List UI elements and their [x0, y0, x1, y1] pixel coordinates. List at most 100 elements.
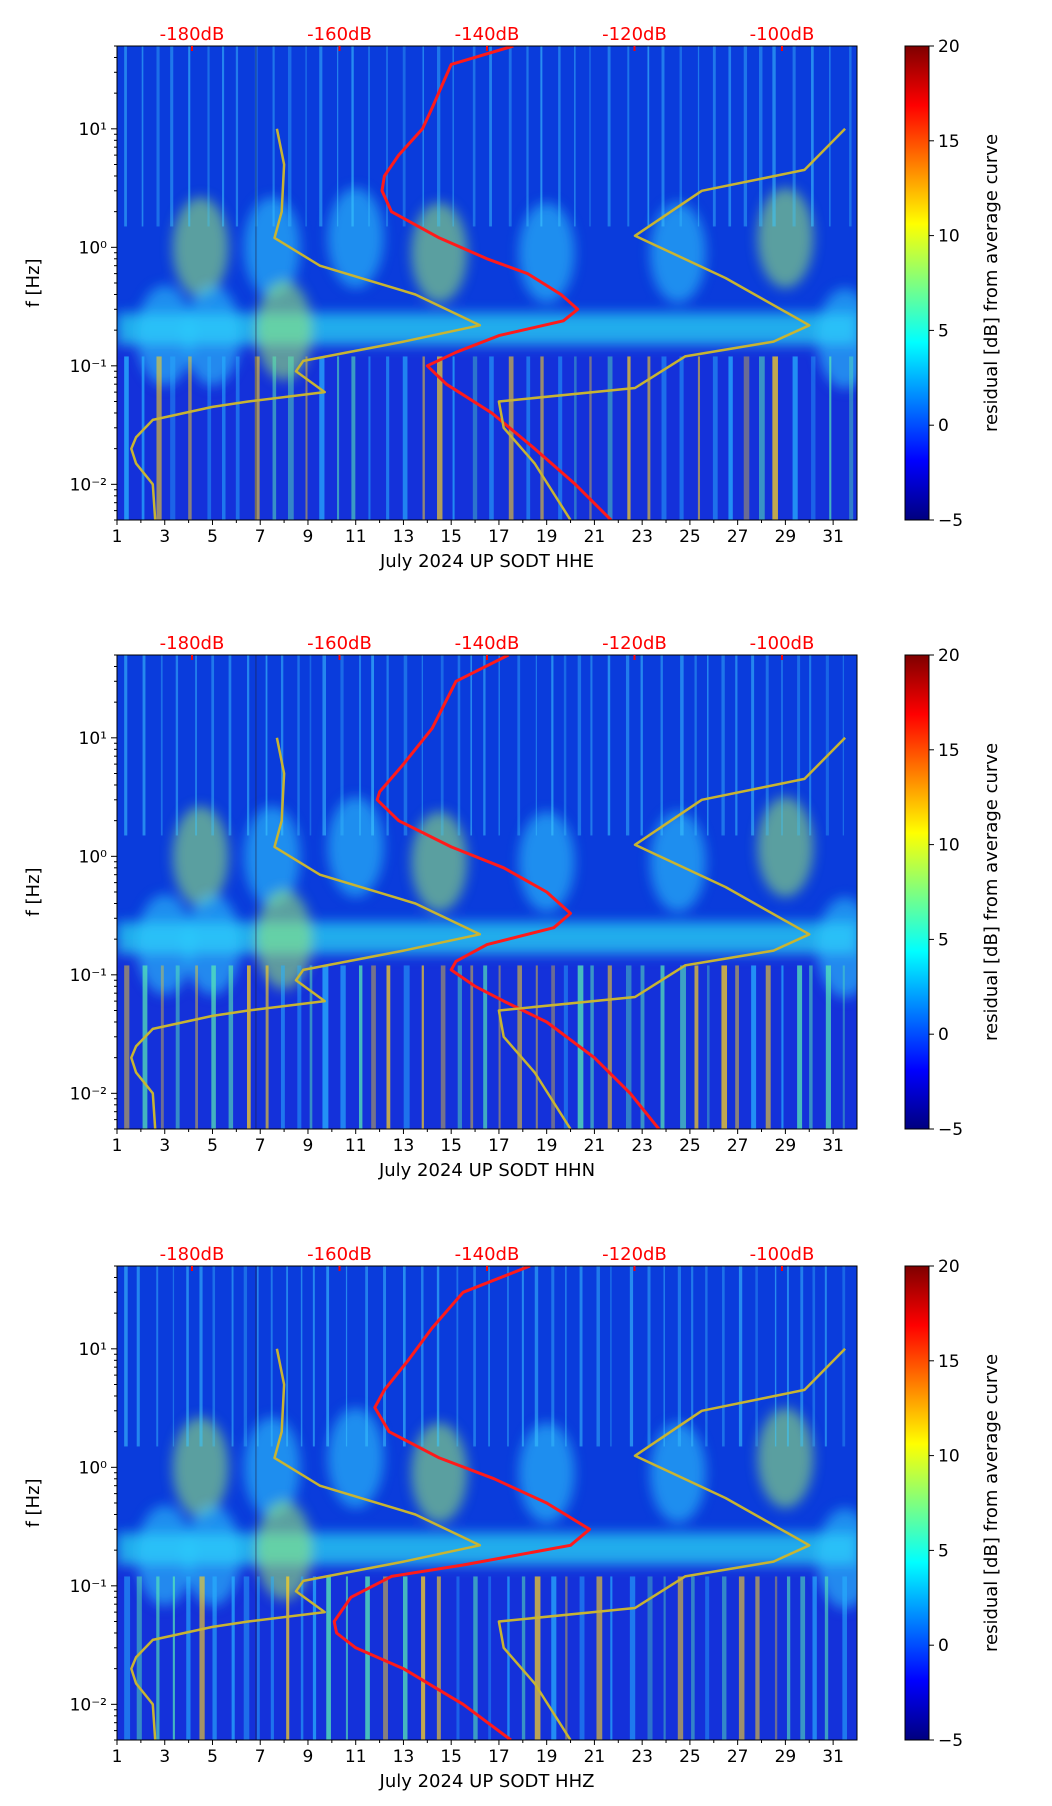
- y-tick-label: 10⁻²: [70, 475, 107, 495]
- noise-model-curve-1: [130, 128, 482, 520]
- spectrogram-streaks: [124, 46, 854, 520]
- spectrogram-panel-hhe: 1 3 5 7 9 11 13 15 17 19 21 23 25 27 29 3110⁻²10⁻¹10⁰10…: [23, 24, 1002, 572]
- y-axis-label: f [Hz]: [23, 258, 44, 307]
- colorbar-tick-label: 10: [938, 1447, 960, 1467]
- spectrogram-heatmap: [117, 46, 857, 520]
- x-axis-label: July 2024 UP SODT HHE: [379, 551, 594, 572]
- x-tick-label: 19: [536, 1136, 558, 1156]
- average-psd-curve: [332, 1266, 592, 1740]
- db-scale-label: -160dB: [307, 24, 372, 45]
- x-tick-label: 23: [631, 1747, 653, 1767]
- y-axis-label: f [Hz]: [23, 1478, 44, 1527]
- db-scale-label: -100dB: [750, 633, 815, 654]
- x-tick-label: 25: [679, 527, 701, 547]
- x-tick-label: 5: [207, 1747, 218, 1767]
- colorbar-tick-label: 0: [938, 416, 949, 436]
- y-tick-label: 10⁻²: [70, 1695, 107, 1715]
- colorbar-tick-label: −5: [938, 511, 963, 531]
- colorbar-tick-label: 5: [938, 930, 949, 950]
- db-scale-label: -120dB: [602, 633, 667, 654]
- x-tick-label: 5: [207, 1136, 218, 1156]
- colorbar-tick-label: −5: [938, 1731, 963, 1751]
- x-tick-label: 9: [303, 1747, 314, 1767]
- db-scale-label: -140dB: [455, 1244, 520, 1265]
- noise-model-curve-2: [497, 1347, 846, 1740]
- x-tick-label: 1: [112, 527, 123, 547]
- colorbar-tick-label: 15: [938, 132, 960, 152]
- x-tick-label: 3: [159, 1747, 170, 1767]
- colorbar-tick-label: 20: [938, 646, 960, 666]
- x-tick-label: 23: [631, 1136, 653, 1156]
- x-tick-label: 17: [488, 1136, 510, 1156]
- colorbar-tick-label: 5: [938, 321, 949, 341]
- x-tick-label: 15: [440, 527, 462, 547]
- x-tick-label: 23: [631, 527, 653, 547]
- colorbar-tick-label: 15: [938, 1352, 960, 1372]
- x-tick-label: 21: [584, 1747, 606, 1767]
- x-tick-label: 7: [255, 527, 266, 547]
- x-axis-label: July 2024 UP SODT HHZ: [379, 1771, 595, 1792]
- average-psd-curve: [375, 655, 661, 1129]
- db-scale-label: -140dB: [455, 633, 520, 654]
- x-tick-label: 29: [775, 527, 797, 547]
- y-tick-label: 10⁰: [79, 1458, 108, 1478]
- db-scale-label: -120dB: [602, 24, 667, 45]
- y-tick-label: 10¹: [79, 1340, 107, 1360]
- x-tick-label: 25: [679, 1747, 701, 1767]
- spectrogram-heatmap: [117, 655, 857, 1129]
- colorbar: 20 15 10 5 0 −5 residual [dB] from average cur…: [904, 37, 1002, 531]
- x-tick-label: 11: [345, 1747, 367, 1767]
- x-tick-label: 31: [822, 1747, 844, 1767]
- colorbar-tick-label: 20: [938, 37, 960, 57]
- x-tick-label: 31: [822, 527, 844, 547]
- y-tick-label: 10⁻¹: [70, 1577, 107, 1597]
- x-axis-label: July 2024 UP SODT HHN: [378, 1160, 595, 1181]
- x-tick-label: 19: [536, 527, 558, 547]
- x-tick-label: 27: [727, 1136, 749, 1156]
- colorbar-tick-label: 20: [938, 1257, 960, 1277]
- x-tick-label: 11: [345, 1136, 367, 1156]
- x-tick-label: 13: [393, 527, 415, 547]
- spectrogram-panel-hhn: 1 3 5 7 9 11 13 15 17 19 21 23 25 27 29 3110⁻²10⁻¹10⁰10…: [23, 633, 1002, 1181]
- y-tick-label: 10⁻¹: [70, 966, 107, 986]
- db-scale-label: -120dB: [602, 1244, 667, 1265]
- x-tick-label: 1: [112, 1136, 123, 1156]
- y-tick-label: 10¹: [79, 120, 107, 140]
- x-tick-label: 7: [255, 1136, 266, 1156]
- noise-model-curve-2: [497, 736, 846, 1129]
- colorbar-label: residual [dB] from average curve: [981, 1354, 1002, 1652]
- x-tick-label: 31: [822, 1136, 844, 1156]
- x-tick-label: 15: [440, 1136, 462, 1156]
- db-scale-label: -180dB: [160, 633, 225, 654]
- y-axis-label: f [Hz]: [23, 867, 44, 916]
- x-tick-label: 21: [584, 1136, 606, 1156]
- db-scale-label: -160dB: [307, 633, 372, 654]
- colorbar-tick-label: 15: [938, 741, 960, 761]
- x-tick-label: 1: [112, 1747, 123, 1767]
- x-tick-label: 17: [488, 527, 510, 547]
- db-scale-label: -180dB: [160, 1244, 225, 1265]
- colorbar-tick-label: 5: [938, 1541, 949, 1561]
- x-tick-label: 3: [159, 1136, 170, 1156]
- y-tick-label: 10¹: [79, 729, 107, 749]
- colorbar-tick-label: 10: [938, 227, 960, 247]
- x-tick-label: 3: [159, 527, 170, 547]
- db-scale-label: -160dB: [307, 1244, 372, 1265]
- colorbar-tick-label: −5: [938, 1120, 963, 1140]
- db-scale-label: -180dB: [160, 24, 225, 45]
- colorbar-tick-label: 0: [938, 1025, 949, 1045]
- x-tick-label: 11: [345, 527, 367, 547]
- colorbar: 20 15 10 5 0 −5 residual [dB] from average cur…: [904, 646, 1002, 1140]
- colorbar-label: residual [dB] from average curve: [981, 743, 1002, 1041]
- db-scale-label: -100dB: [750, 1244, 815, 1265]
- db-scale-label: -100dB: [750, 24, 815, 45]
- spectrogram-heatmap: [117, 1266, 857, 1740]
- x-tick-label: 13: [393, 1747, 415, 1767]
- y-tick-label: 10⁰: [79, 238, 108, 258]
- noise-model-curve-2: [497, 127, 846, 520]
- x-tick-label: 25: [679, 1136, 701, 1156]
- x-tick-label: 9: [303, 1136, 314, 1156]
- x-tick-label: 27: [727, 527, 749, 547]
- x-tick-label: 13: [393, 1136, 415, 1156]
